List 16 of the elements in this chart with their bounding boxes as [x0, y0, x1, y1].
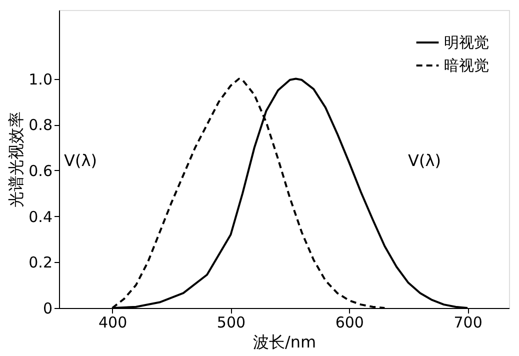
legend-label: 暗视觉	[444, 56, 489, 74]
x-tick-label: 700	[454, 314, 482, 332]
y-tick-label: 0.8	[28, 116, 52, 134]
legend-label: 明视觉	[444, 34, 489, 52]
y-tick-label: 1.0	[28, 70, 52, 88]
y-tick-label: 0.6	[28, 162, 52, 180]
x-tick-label: 400	[98, 314, 128, 332]
x-tick-label: 600	[335, 314, 364, 332]
y-tick-label: 0.4	[28, 208, 52, 226]
y-tick-label: 0.2	[28, 254, 52, 272]
annotation: V(λ)	[408, 150, 441, 170]
x-axis-title: 波长/nm	[252, 332, 316, 352]
x-tick-label: 500	[216, 314, 246, 332]
y-axis-title: 光谱光视效率	[6, 112, 26, 208]
y-tick-label: 0	[42, 300, 52, 318]
annotation: V(λ)	[64, 150, 97, 170]
